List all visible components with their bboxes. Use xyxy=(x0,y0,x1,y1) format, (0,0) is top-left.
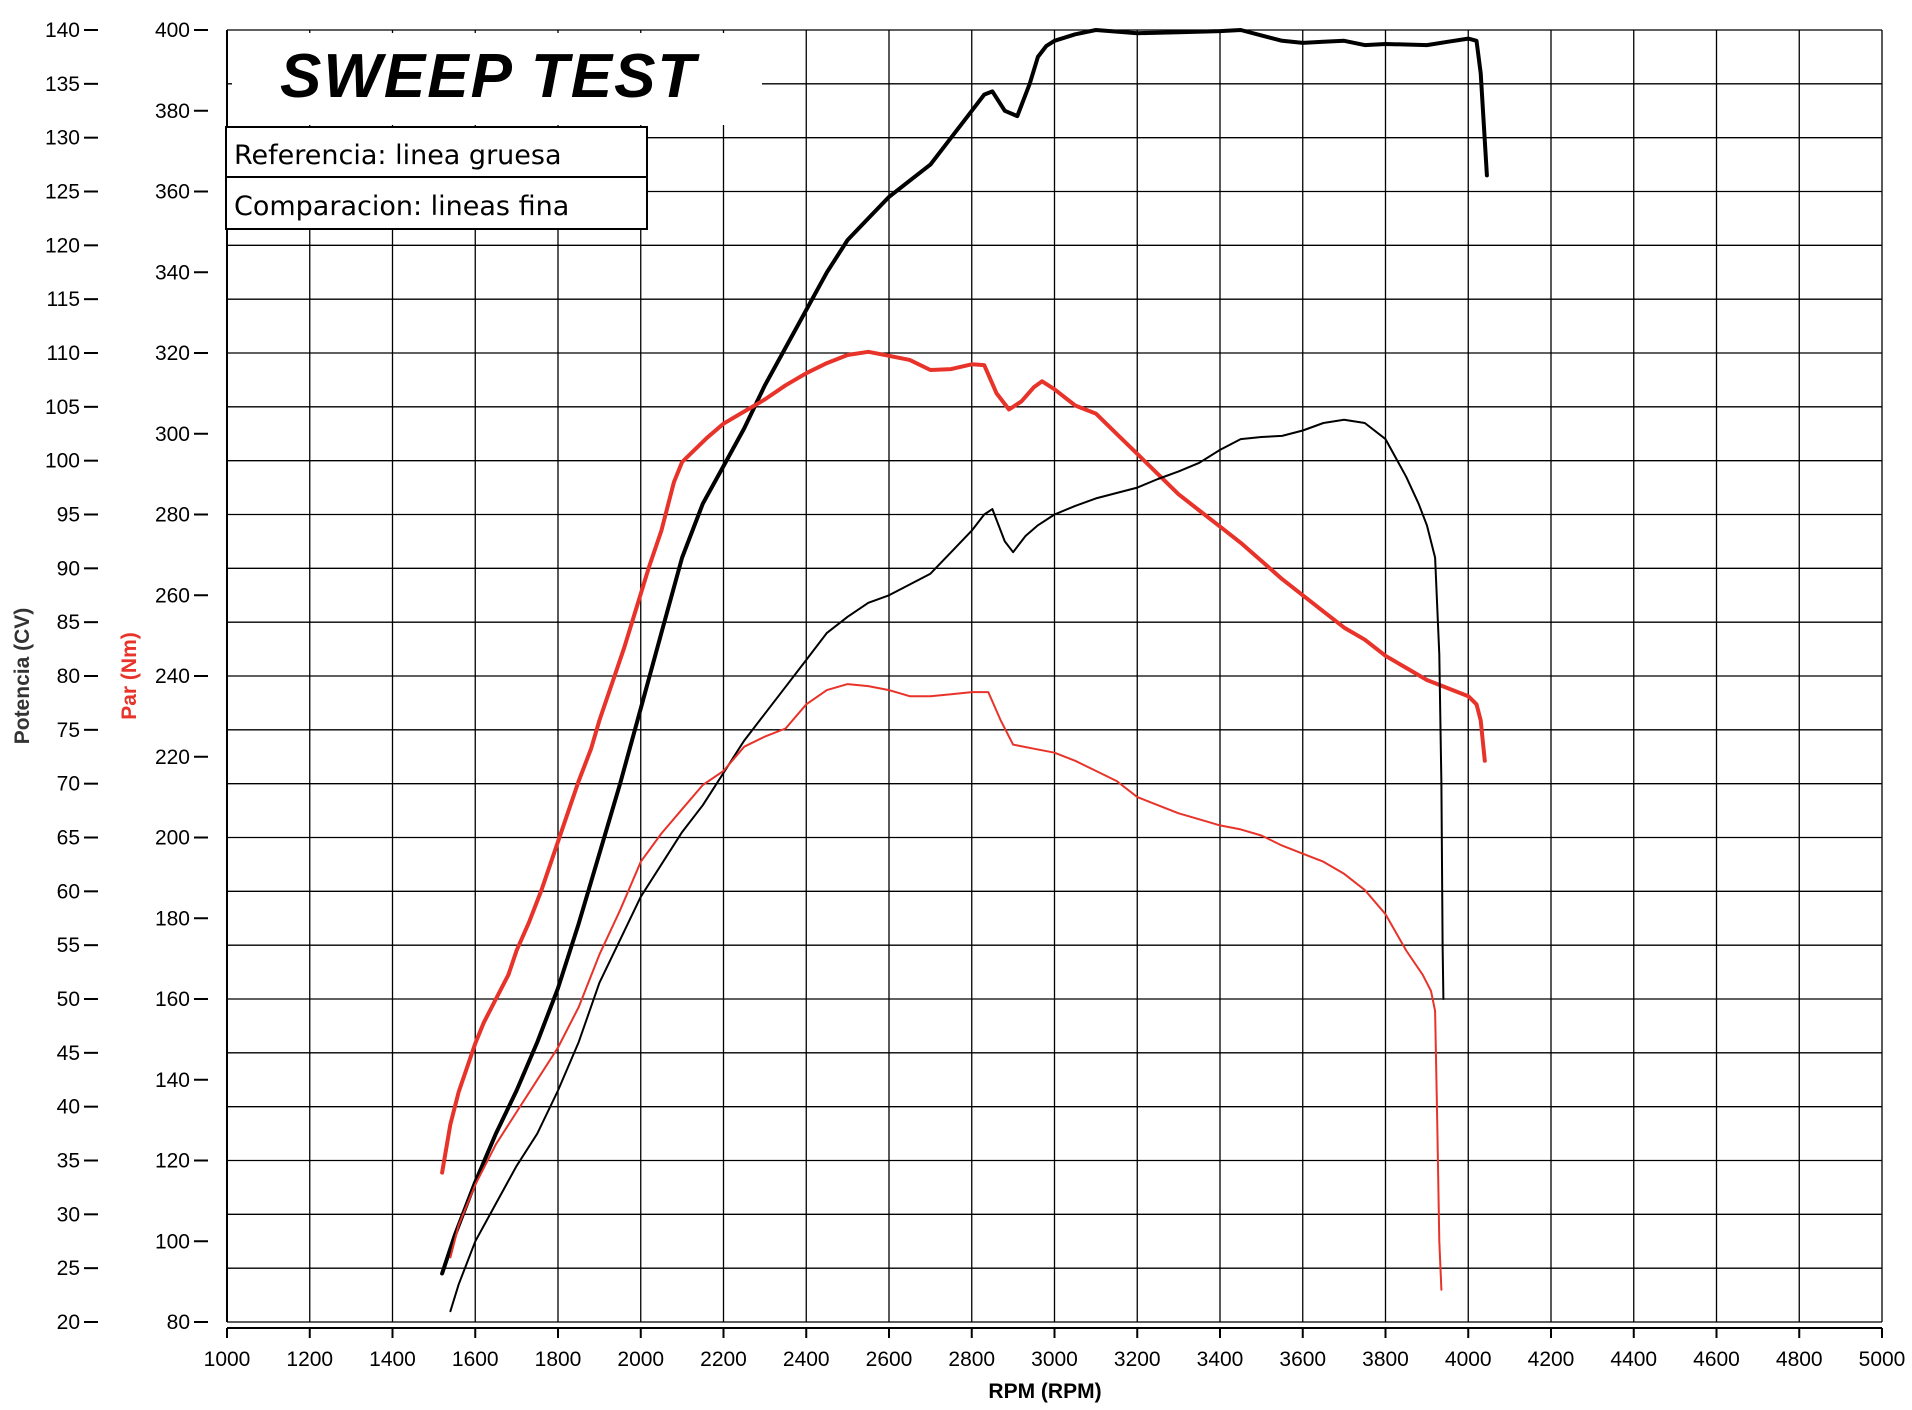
power-tick-label: 75 xyxy=(57,719,80,742)
torque-tick-label: 360 xyxy=(155,181,190,204)
torque-tick-label: 280 xyxy=(155,504,190,527)
power-tick-label: 115 xyxy=(47,288,80,311)
x-tick-label: 4600 xyxy=(1693,1348,1740,1371)
power-tick-label: 130 xyxy=(45,127,80,150)
power-tick-label: 140 xyxy=(45,19,80,42)
x-tick-label: 3200 xyxy=(1114,1348,1161,1371)
x-tick-label: 3600 xyxy=(1279,1348,1326,1371)
y-axis-title-torque: Par (Nm) xyxy=(118,632,141,720)
power-tick-label: 65 xyxy=(57,827,80,850)
torque-tick-label: 220 xyxy=(155,746,190,769)
power-tick-label: 110 xyxy=(47,342,80,365)
torque-tick-label: 260 xyxy=(155,584,190,607)
torque-tick-label: 240 xyxy=(155,665,190,688)
x-tick-label: 4400 xyxy=(1610,1348,1657,1371)
torque-tick-label: 380 xyxy=(155,100,190,123)
x-tick-label: 4200 xyxy=(1528,1348,1575,1371)
power-tick-label: 50 xyxy=(57,988,80,1011)
torque-tick-label: 160 xyxy=(155,988,190,1011)
x-tick-label: 2200 xyxy=(700,1348,747,1371)
x-axis-title: RPM (RPM) xyxy=(988,1380,1101,1403)
torque-tick-label: 340 xyxy=(155,261,190,284)
series-line-power-reference xyxy=(440,28,1489,1276)
x-tick-label: 3800 xyxy=(1362,1348,1409,1371)
power-tick-label: 120 xyxy=(45,234,80,257)
series-line-torque-reference xyxy=(440,349,1487,1175)
torque-tick-label: 400 xyxy=(155,19,190,42)
power-tick-label: 20 xyxy=(57,1311,80,1334)
power-tick-label: 105 xyxy=(45,396,80,419)
power-tick-label: 125 xyxy=(45,181,80,204)
power-tick-label: 90 xyxy=(57,557,80,580)
power-tick-label: 60 xyxy=(57,880,80,903)
x-tick-label: 2600 xyxy=(866,1348,913,1371)
torque-tick-label: 320 xyxy=(155,342,190,365)
power-tick-label: 45 xyxy=(57,1042,80,1065)
power-tick-label: 85 xyxy=(57,611,80,634)
x-tick-label: 1600 xyxy=(452,1348,499,1371)
x-tick-label: 1200 xyxy=(286,1348,333,1371)
power-tick-label: 35 xyxy=(57,1150,80,1173)
x-tick-label: 2800 xyxy=(948,1348,995,1371)
legend-reference: Referencia: linea gruesa xyxy=(234,140,562,171)
legend: Referencia: linea gruesa Comparacion: li… xyxy=(225,126,648,230)
power-tick-label: 25 xyxy=(57,1257,80,1280)
x-tick-label: 1800 xyxy=(535,1348,582,1371)
x-tick-label: 3400 xyxy=(1197,1348,1244,1371)
curves xyxy=(440,28,1489,1313)
chart-title: SWEEP TEST xyxy=(280,42,700,111)
x-tick-label: 4800 xyxy=(1776,1348,1823,1371)
x-tick-label: 4000 xyxy=(1445,1348,1492,1371)
title-background xyxy=(232,33,762,125)
x-tick-label: 1400 xyxy=(369,1348,416,1371)
torque-tick-label: 300 xyxy=(155,423,190,446)
series-line-power-comparison xyxy=(449,418,1445,1313)
axes: 1000 1200 1400 1600 1800 2000 2200 2400 2600 2800… xyxy=(45,19,1905,1371)
torque-tick-label: 180 xyxy=(155,907,190,930)
x-tick-label: 2000 xyxy=(617,1348,664,1371)
power-tick-label: 95 xyxy=(57,504,80,527)
x-tick-label: 3000 xyxy=(1031,1348,1078,1371)
power-tick-label: 100 xyxy=(45,450,80,473)
torque-tick-label: 100 xyxy=(155,1230,190,1253)
grid xyxy=(226,29,1883,1323)
torque-tick-label: 200 xyxy=(155,827,190,850)
y-axis-title-power: Potencia (CV) xyxy=(11,608,34,745)
power-tick-label: 55 xyxy=(57,934,80,957)
x-tick-label: 1000 xyxy=(204,1348,251,1371)
torque-tick-label: 120 xyxy=(155,1150,190,1173)
power-tick-label: 70 xyxy=(57,773,80,796)
x-tick-label: 2400 xyxy=(783,1348,830,1371)
power-tick-label: 135 xyxy=(45,73,80,96)
legend-comparison: Comparacion: lineas fina xyxy=(234,191,569,222)
torque-tick-label: 140 xyxy=(155,1069,190,1092)
power-tick-label: 80 xyxy=(57,665,80,688)
power-tick-label: 30 xyxy=(57,1203,80,1226)
power-tick-label: 40 xyxy=(57,1096,80,1119)
torque-tick-label: 80 xyxy=(167,1311,190,1334)
series-line-torque-comparison xyxy=(449,683,1443,1291)
x-tick-label: 5000 xyxy=(1859,1348,1906,1371)
